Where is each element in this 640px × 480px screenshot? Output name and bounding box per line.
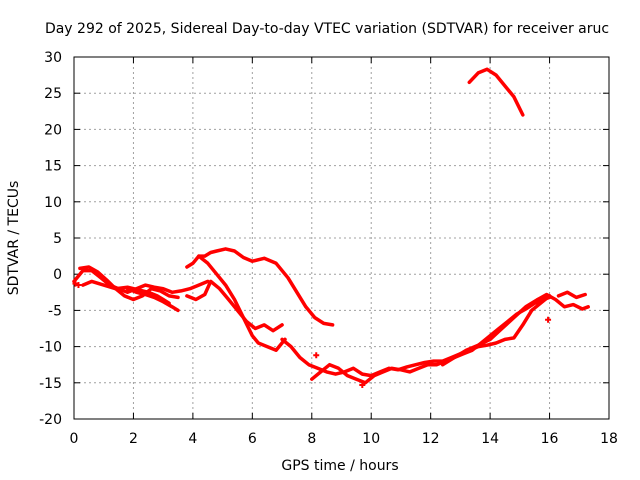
- x-tick-label: 12: [422, 431, 440, 447]
- y-axis-label: SDTVAR / TECUs: [6, 181, 22, 296]
- series-track-e: [185, 279, 284, 333]
- data-point-marker: [75, 282, 82, 289]
- series-track-b: [78, 265, 180, 302]
- chart-title: Day 292 of 2025, Sidereal Day-to-day VTE…: [45, 21, 609, 37]
- y-tick-label: 30: [44, 50, 62, 66]
- y-tick-label: 15: [44, 159, 62, 175]
- y-tick-labels: 30 25 20 15 10 5 0 -5 -10 -15 -20: [39, 50, 62, 428]
- y-tick-label: 20: [44, 122, 62, 138]
- data-point-marker: [359, 381, 366, 388]
- series-track-a: [72, 268, 210, 295]
- x-tick-label: 16: [541, 431, 559, 447]
- x-tick-label: 0: [70, 431, 79, 447]
- series-track-k: [535, 292, 590, 311]
- x-tick-label: 10: [362, 431, 380, 447]
- y-tick-label: -20: [39, 412, 62, 428]
- x-tick-label: 6: [248, 431, 257, 447]
- series-track-g: [280, 294, 552, 378]
- x-tick-label: 18: [600, 431, 618, 447]
- x-tick-labels: 0 2 4 6 8 10 12 14 16 18: [70, 431, 618, 447]
- x-tick-label: 14: [481, 431, 499, 447]
- series-track-m: [81, 279, 171, 305]
- x-tick-label: 2: [129, 431, 138, 447]
- x-tick-label: 4: [188, 431, 197, 447]
- y-tick-label: 25: [44, 86, 62, 102]
- axis-ticks: [73, 56, 610, 420]
- y-tick-label: -5: [48, 303, 62, 319]
- grid-lines: [74, 57, 609, 419]
- series-track-d: [185, 247, 335, 327]
- series-track-l: [556, 290, 587, 300]
- data-point-marker: [313, 352, 320, 359]
- series-track-f: [197, 254, 287, 352]
- y-tick-label: 0: [53, 267, 62, 283]
- y-tick-label: -15: [39, 376, 62, 392]
- data-markers: [72, 280, 552, 388]
- y-tick-label: 10: [44, 195, 62, 211]
- data-traces: [72, 67, 590, 385]
- y-tick-label: -10: [39, 340, 62, 356]
- y-tick-label: 5: [53, 231, 62, 247]
- x-tick-label: 8: [307, 431, 316, 447]
- data-point-marker: [545, 316, 552, 323]
- series-track-i: [440, 294, 552, 367]
- x-axis-label: GPS time / hours: [281, 458, 398, 474]
- series-track-j: [467, 67, 525, 117]
- series-track-c: [125, 286, 180, 313]
